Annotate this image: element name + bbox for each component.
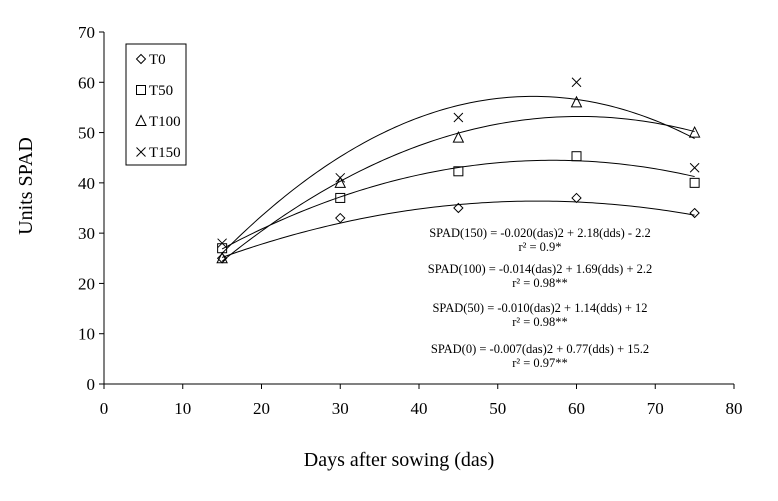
point-t150: [453, 112, 464, 123]
y-tick-label: 70: [78, 23, 95, 42]
x-tick-label: 10: [174, 399, 191, 418]
y-axis-title: Units SPAD: [15, 137, 37, 235]
r-squared-text: r² = 0.97**: [512, 356, 568, 370]
y-tick-label: 0: [87, 375, 96, 394]
point-t50: [217, 243, 228, 254]
point-t150-stroke: [689, 162, 700, 173]
equation-text: SPAD(100) = -0.014(das)2 + 1.69(dds) + 2…: [428, 262, 653, 276]
x-tick-label: 60: [568, 399, 585, 418]
x-tick-label: 30: [332, 399, 349, 418]
axes: 0 10 20 30 40 50 60 70 0 10 20 30 40 50 60 70 80: [78, 23, 743, 418]
x-axis-title: Days after sowing (das): [304, 449, 495, 471]
r-squared-text: r² = 0.98**: [512, 276, 568, 290]
equation-text: SPAD(150) = -0.020(das)2 + 2.18(dds) - 2…: [429, 226, 651, 240]
point-t150-stroke: [453, 112, 464, 123]
x-tick-label: 50: [489, 399, 506, 418]
point-t150: [571, 77, 582, 88]
legend: T0 T50 T100 T150: [125, 43, 187, 166]
point-t100: [688, 125, 701, 138]
point-t0: [689, 207, 700, 219]
x-tick-label: 70: [647, 399, 664, 418]
point-t150: [335, 172, 346, 183]
data-points: [216, 77, 701, 264]
legend-label-t0: T0: [149, 52, 166, 68]
r-squared-text: r² = 0.9*: [518, 240, 561, 254]
legend-marker-t100: [135, 114, 147, 126]
point-t150-stroke: [335, 172, 346, 183]
point-t150: [689, 162, 700, 173]
point-t50: [453, 166, 464, 177]
y-tick-label: 20: [78, 274, 95, 293]
fit-curve-t50: [221, 159, 695, 250]
point-t100: [452, 130, 465, 143]
point-t50: [689, 177, 700, 188]
legend-marker-t150: [136, 147, 146, 157]
y-tick-label: 40: [78, 174, 95, 193]
regression-equations: SPAD(150) = -0.020(das)2 + 2.18(dds) - 2…: [428, 226, 653, 370]
legend-label-t100: T100: [149, 114, 181, 130]
equation-text: SPAD(0) = -0.007(das)2 + 0.77(dds) + 15.…: [431, 342, 649, 356]
point-t100: [334, 176, 347, 188]
fit-curves: [221, 95, 695, 262]
legend-marker-t150-stroke: [136, 147, 146, 157]
fit-curve-t0: [221, 200, 695, 258]
y-tick-label: 30: [78, 224, 95, 243]
legend-marker-t50: [136, 85, 146, 95]
r-squared-text: r² = 0.98**: [512, 315, 568, 329]
point-t0: [335, 212, 346, 224]
legend-label-t50: T50: [149, 83, 173, 99]
fit-curve-t150: [221, 95, 695, 254]
point-t150-stroke: [571, 77, 582, 88]
y-tick-label: 50: [78, 124, 95, 143]
y-tick-label: 10: [78, 325, 95, 344]
point-t100: [216, 251, 228, 264]
point-t50: [335, 192, 346, 203]
y-tick-label: 60: [78, 73, 95, 92]
x-tick-label: 0: [100, 399, 109, 418]
point-t150: [217, 238, 227, 249]
x-tick-label: 40: [411, 399, 428, 418]
point-t0: [571, 192, 582, 204]
point-t100: [570, 95, 583, 108]
legend-label-t150: T150: [149, 145, 181, 161]
x-tick-label: 20: [253, 399, 270, 418]
point-t150-stroke: [217, 238, 227, 249]
x-tick-label: 80: [726, 399, 743, 418]
legend-box: [125, 43, 187, 166]
equation-text: SPAD(50) = -0.010(das)2 + 1.14(dds) + 12: [432, 301, 647, 315]
point-t0: [453, 202, 464, 214]
legend-marker-t0: [135, 53, 147, 65]
point-t50: [571, 151, 582, 162]
